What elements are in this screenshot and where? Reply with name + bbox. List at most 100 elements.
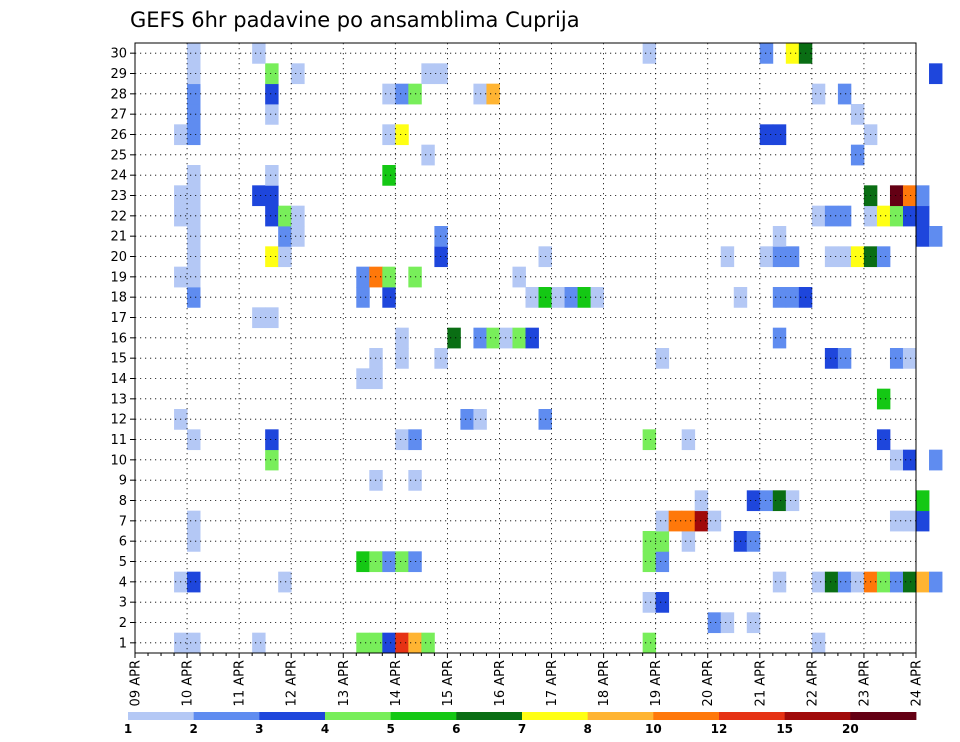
heat-cell-m29-s10: [265, 63, 279, 85]
colorbar-swatch-10: [784, 712, 851, 720]
heat-cell-m29-s12: [291, 63, 305, 85]
ytick-label-21: 21: [110, 230, 127, 245]
heat-cell-m10-s61: [929, 449, 943, 471]
colorbar-label-15: 15: [776, 722, 793, 736]
heat-cell-m17-s10: [265, 307, 279, 329]
heat-cell-m18-s35: [590, 287, 604, 308]
heat-cell-m20-s57: [876, 246, 891, 268]
xtick-label-8: 17 APR: [545, 660, 560, 706]
heat-cell-m26-s19: [382, 124, 396, 146]
heat-cell-m18-s34: [577, 287, 591, 308]
heat-cell-m10-s58: [889, 449, 904, 471]
colorbar-swatch-8: [653, 712, 720, 720]
heat-cell-m16-s29: [512, 327, 526, 349]
heat-cell-m17-s9: [252, 307, 266, 329]
heat-cell-m10-s10: [265, 449, 279, 471]
heat-cell-m28-s20: [395, 83, 409, 105]
colorbar-swatch-4: [390, 712, 457, 720]
heat-cell-m1-s17: [356, 632, 370, 654]
heat-cell-m16-s20: [395, 327, 409, 349]
xtick-label-15: 24 APR: [910, 660, 925, 706]
heat-cell-m20-s48: [759, 246, 774, 268]
heat-cell-m8-s48: [759, 490, 774, 512]
heat-cell-m15-s59: [902, 348, 917, 369]
heat-cell-m5-s17: [356, 551, 370, 573]
heat-cell-m4-s58: [889, 571, 904, 593]
ytick-label-2: 2: [119, 616, 127, 631]
heat-cell-m28-s19: [382, 83, 396, 105]
colorbar-swatch-1: [193, 712, 260, 720]
heat-cell-m13-s57: [876, 388, 891, 410]
heat-cell-m11-s4: [187, 429, 201, 451]
heat-cell-m19-s17: [356, 266, 370, 288]
xtick-label-6: 15 APR: [441, 660, 456, 706]
heat-cell-m24-s4: [187, 165, 201, 186]
heat-cell-m21-s11: [278, 226, 292, 247]
heat-cell-m15-s53: [824, 348, 839, 369]
heat-cell-m16-s30: [525, 327, 539, 349]
ytick-label-13: 13: [110, 392, 127, 407]
heat-cell-m11-s20: [395, 429, 409, 451]
heat-cell-m23-s9: [252, 185, 266, 207]
heat-cell-m23-s59: [902, 185, 917, 207]
ytick-label-4: 4: [119, 575, 127, 590]
heat-cell-m28-s27: [486, 83, 500, 105]
xtick-label-13: 22 APR: [805, 660, 820, 706]
heat-cell-m15-s58: [889, 348, 904, 369]
colorbar-label-3: 3: [255, 722, 263, 736]
heat-cell-m1-s22: [421, 632, 435, 654]
colorbar-swatch-3: [325, 712, 392, 720]
heat-cell-m18-s49: [772, 287, 787, 308]
heat-cell-m7-s40: [655, 510, 670, 532]
heat-cell-m4-s52: [811, 571, 826, 593]
xtick-label-1: 10 APR: [181, 660, 196, 706]
heat-cell-m11-s10: [265, 429, 279, 451]
heat-cell-m26-s4: [187, 124, 201, 146]
colorbar-label-1: 1: [124, 722, 132, 736]
heat-cell-m16-s49: [772, 327, 787, 349]
heat-cell-m14-s17: [356, 368, 370, 390]
heat-cell-m30-s9: [252, 43, 266, 64]
heat-cell-m21-s4: [187, 226, 201, 247]
heat-cell-m24-s19: [382, 165, 396, 186]
heat-cell-m26-s48: [759, 124, 774, 146]
xtick-label-9: 18 APR: [597, 660, 612, 706]
heat-cell-m16-s27: [486, 327, 500, 349]
heat-cell-m7-s42: [681, 510, 696, 532]
heat-cell-m11-s57: [876, 429, 891, 451]
heat-cell-m1-s9: [252, 632, 266, 654]
heat-cell-m6-s39: [642, 531, 657, 552]
ytick-label-20: 20: [110, 250, 127, 265]
heat-cell-m7-s43: [694, 510, 709, 532]
ytick-label-28: 28: [110, 87, 127, 102]
heat-cell-m19-s19: [382, 266, 396, 288]
ytick-label-19: 19: [110, 270, 127, 285]
heat-cell-m4-s60: [916, 571, 930, 593]
ytick-label-1: 1: [119, 636, 127, 651]
heat-cell-m26-s20: [395, 124, 409, 146]
ytick-label-22: 22: [110, 209, 127, 224]
heat-cell-m5-s19: [382, 551, 396, 573]
ytick-label-11: 11: [110, 433, 127, 448]
heat-cell-m3-s39: [642, 592, 657, 613]
heat-cell-m21-s61: [929, 226, 943, 247]
heat-cell-m28-s4: [187, 83, 201, 105]
colorbar-swatch-6: [522, 712, 589, 720]
heat-cell-m8-s50: [785, 490, 800, 512]
heat-cell-m1-s20: [395, 632, 409, 654]
xtick-label-14: 23 APR: [857, 660, 872, 706]
chart-title: GEFS 6hr padavine po ansamblima Cuprija: [130, 8, 580, 32]
heat-cell-m18-s32: [551, 287, 565, 308]
heat-cell-m20-s10: [265, 246, 279, 268]
xtick-label-3: 12 APR: [285, 660, 300, 706]
ytick-label-24: 24: [110, 169, 127, 184]
heat-cell-m29-s4: [187, 63, 201, 85]
x-axis: 09 APR 10 APR 11 APR 12 APR 13 APR 14 APR 15 A…: [129, 653, 925, 706]
heat-cell-m29-s22: [421, 63, 435, 85]
heat-cell-m8-s49: [772, 490, 787, 512]
colorbar-label-5: 5: [386, 722, 394, 736]
heat-cell-m20-s11: [278, 246, 292, 268]
heat-cell-m12-s25: [460, 409, 474, 430]
heat-cell-m20-s55: [850, 246, 865, 268]
